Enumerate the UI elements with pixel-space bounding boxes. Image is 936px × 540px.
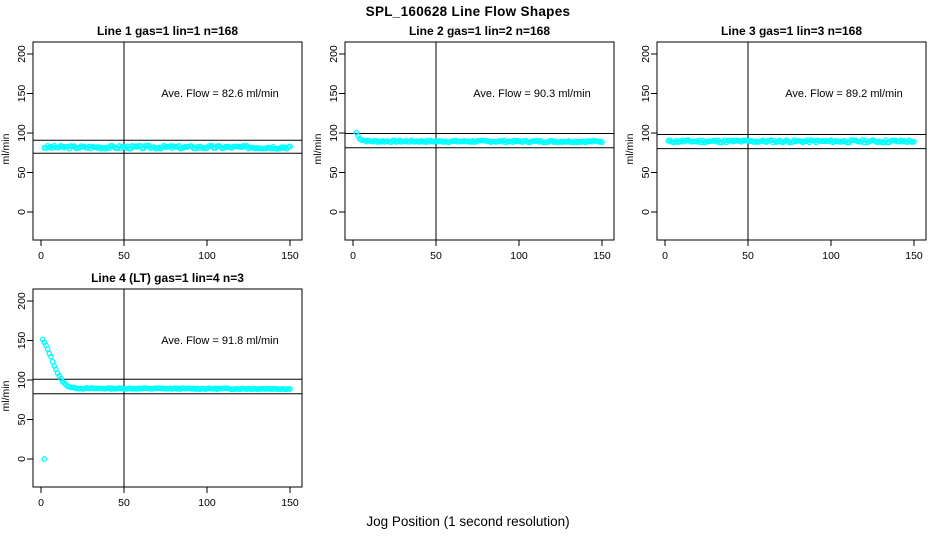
x-tick-label: 50 (118, 250, 130, 262)
panel-line-1: Line 1 gas=1 lin=1 n=168 0 50 100 150 200 ml/m… (0, 25, 312, 272)
data-point (911, 138, 917, 145)
y-tick-label: 100 (16, 124, 28, 142)
y-axis: 0 50 100 150 200 ml/min (312, 45, 345, 215)
panel-svg-4: Line 4 (LT) gas=1 lin=4 n=3 0 50 100 150 200 m… (0, 272, 303, 509)
data-point (44, 346, 51, 353)
x-tick-label: 0 (38, 497, 44, 509)
panel-title: Line 2 gas=1 lin=2 n=168 (409, 25, 550, 38)
x-tick-label: 150 (593, 250, 611, 262)
ave-flow-annotation: Ave. Flow = 91.8 ml/min (161, 335, 278, 347)
ave-flow-annotation: Ave. Flow = 90.3 ml/min (473, 88, 590, 100)
x-tick-label: 150 (905, 250, 923, 262)
y-tick-label: 0 (16, 456, 28, 462)
data-points (665, 137, 917, 146)
data-point (599, 139, 605, 146)
x-axis: 0 50 100 150 (38, 240, 299, 262)
y-tick-label: 150 (328, 85, 340, 103)
y-tick-label: 100 (640, 124, 652, 142)
panel-line-4: Line 4 (LT) gas=1 lin=4 n=3 0 50 100 150 200 m… (0, 272, 312, 519)
panel-line-2: Line 2 gas=1 lin=2 n=168 0 50 100 150 200 ml/m… (312, 25, 624, 272)
data-points (39, 336, 293, 462)
y-tick-label: 150 (640, 85, 652, 103)
y-axis-title: ml/min (0, 380, 12, 411)
x-tick-label: 100 (822, 250, 840, 262)
y-tick-label: 0 (16, 209, 28, 215)
y-axis: 0 50 100 150 200 ml/min (624, 45, 657, 215)
panel-svg-1: Line 1 gas=1 lin=1 n=168 0 50 100 150 200 ml/m… (0, 25, 303, 262)
plot-box (344, 41, 615, 241)
y-tick-label: 50 (640, 167, 652, 179)
x-axis: 0 50 100 150 (350, 240, 611, 262)
y-tick-label: 100 (328, 124, 340, 142)
panel-line-3: Line 3 gas=1 lin=3 n=168 0 50 100 150 200 ml/m… (624, 25, 936, 272)
reference-lines (33, 378, 302, 395)
plot-box (32, 288, 303, 488)
y-axis: 0 50 100 150 200 ml/min (0, 45, 33, 215)
x-tick-label: 150 (281, 497, 299, 509)
y-tick-label: 150 (16, 332, 28, 350)
y-axis-title: ml/min (0, 133, 12, 164)
ave-flow-annotation: Ave. Flow = 82.6 ml/min (161, 88, 278, 100)
y-tick-label: 50 (328, 167, 340, 179)
plot-box (656, 41, 927, 241)
x-tick-label: 0 (662, 250, 668, 262)
panel-svg-2: Line 2 gas=1 lin=2 n=168 0 50 100 150 200 ml/m… (312, 25, 615, 262)
x-tick-label: 50 (430, 250, 442, 262)
y-tick-label: 200 (328, 45, 340, 63)
x-tick-label: 100 (510, 250, 528, 262)
x-tick-label: 100 (198, 497, 216, 509)
y-tick-label: 200 (16, 292, 28, 310)
x-tick-label: 150 (281, 250, 299, 262)
x-axis-label: Jog Position (1 second resolution) (366, 514, 570, 529)
data-points (353, 129, 605, 146)
outlier-point (41, 456, 48, 462)
data-point (48, 353, 54, 360)
data-point (287, 143, 293, 150)
x-tick-label: 100 (198, 250, 216, 262)
x-axis: 0 50 100 150 (662, 240, 923, 262)
figure-title: SPL_160628 Line Flow Shapes (365, 4, 571, 19)
y-tick-label: 200 (640, 45, 652, 63)
reference-lines (345, 133, 614, 149)
y-tick-label: 50 (16, 167, 28, 179)
data-points (41, 142, 293, 152)
x-tick-label: 50 (118, 497, 130, 509)
y-axis-title: ml/min (312, 133, 324, 164)
y-tick-label: 0 (640, 209, 652, 215)
y-tick-label: 150 (16, 85, 28, 103)
y-tick-label: 50 (16, 414, 28, 426)
ave-flow-annotation: Ave. Flow = 89.2 ml/min (785, 88, 902, 100)
y-tick-label: 100 (16, 371, 28, 389)
panel-title: Line 1 gas=1 lin=1 n=168 (97, 25, 238, 38)
panel-title: Line 4 (LT) gas=1 lin=4 n=3 (91, 272, 244, 285)
x-axis: 0 50 100 150 (38, 487, 299, 509)
panel-svg-3: Line 3 gas=1 lin=3 n=168 0 50 100 150 200 ml/m… (624, 25, 927, 262)
plot-box (32, 41, 303, 241)
y-tick-label: 200 (16, 45, 28, 63)
x-tick-label: 0 (350, 250, 356, 262)
y-axis: 0 50 100 150 200 ml/min (0, 292, 33, 462)
x-tick-label: 50 (742, 250, 754, 262)
data-point (287, 386, 293, 392)
reference-lines (33, 139, 302, 154)
reference-lines (657, 134, 926, 150)
x-tick-label: 0 (38, 250, 44, 262)
panel-title: Line 3 gas=1 lin=3 n=168 (721, 25, 862, 38)
y-tick-label: 0 (328, 209, 340, 215)
y-axis-title: ml/min (624, 133, 636, 164)
